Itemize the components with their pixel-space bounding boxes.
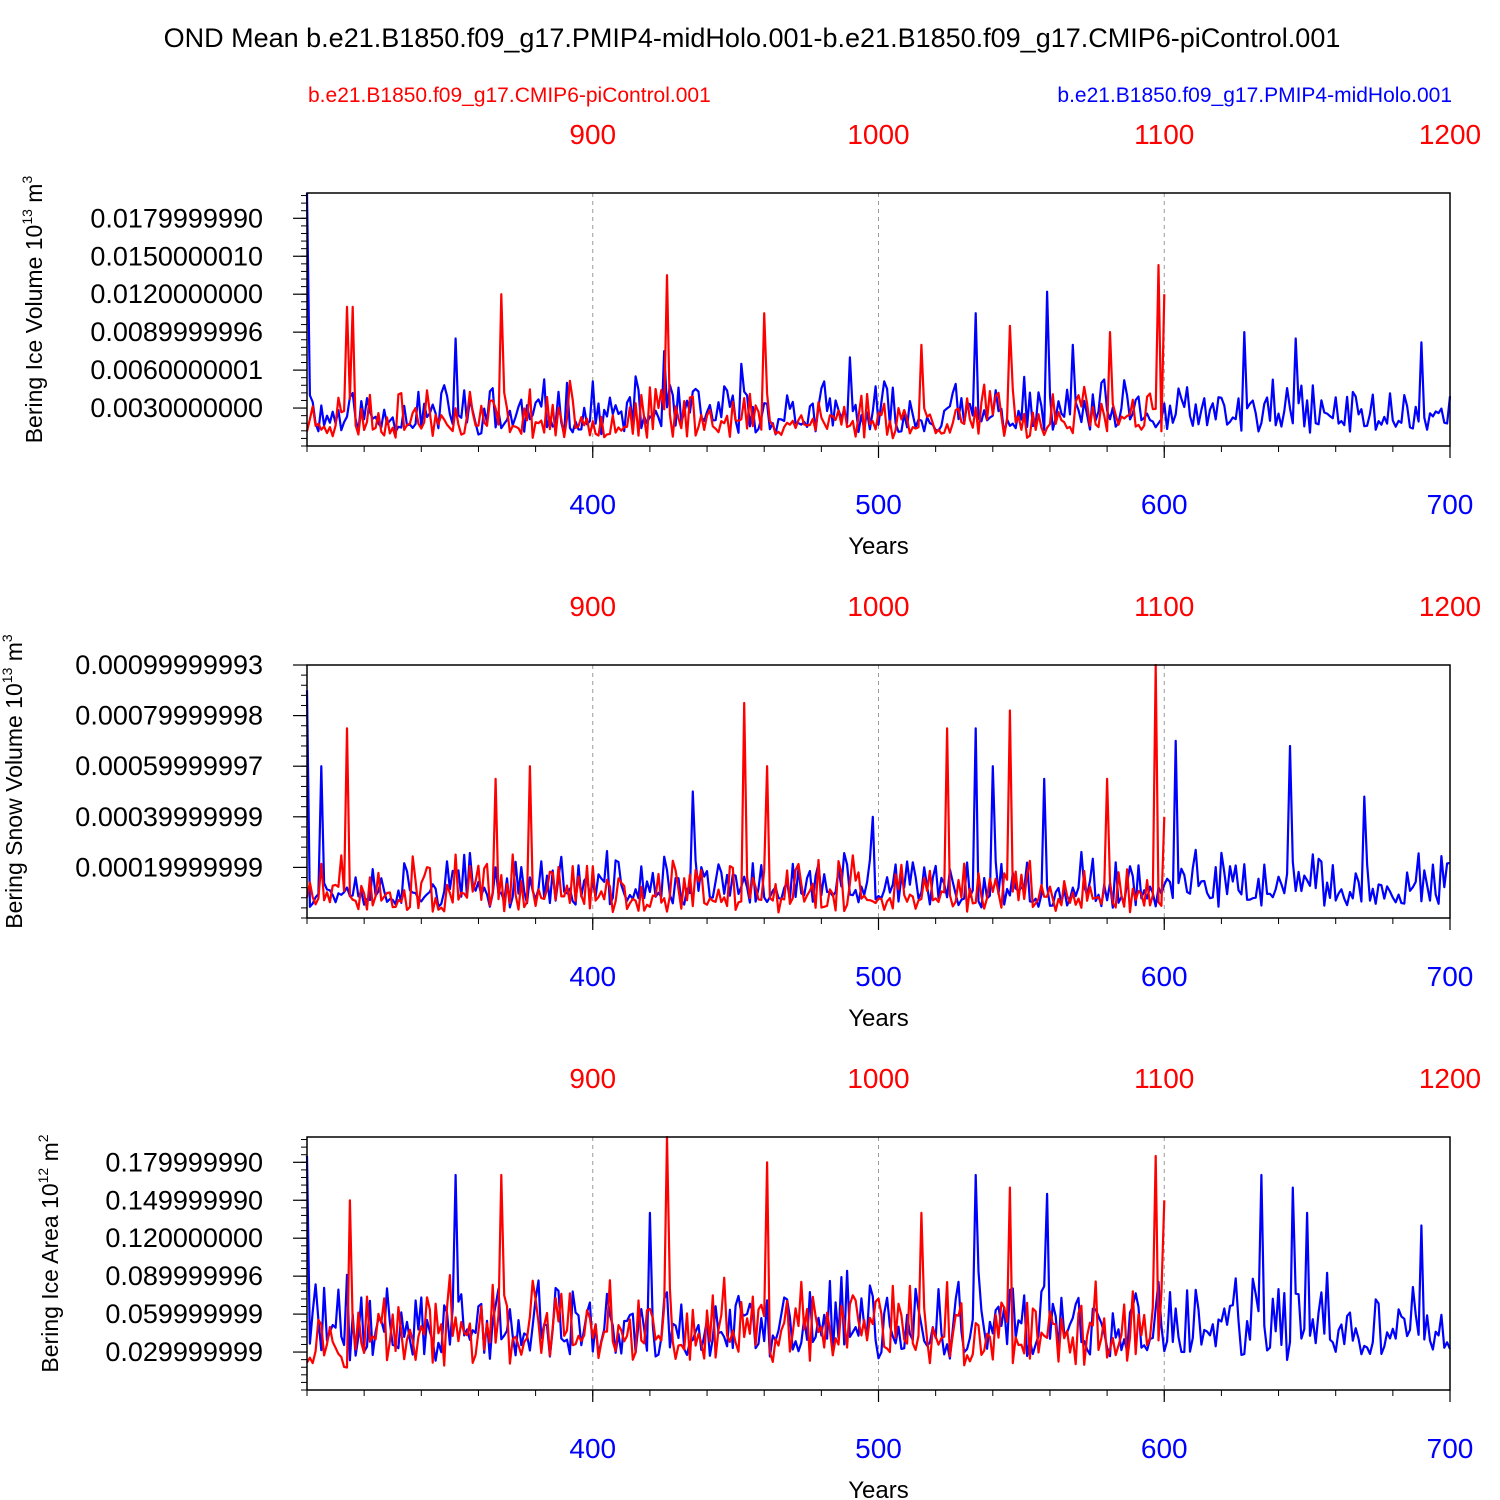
x-tick-label-top: 900 <box>569 1063 616 1094</box>
legend-control-label: b.e21.B1850.f09_g17.CMIP6-piControl.001 <box>308 84 711 107</box>
panel-3: 0.029999999 0.059999999 0.089999996 0.12000… <box>35 1063 1481 1500</box>
series-line-control <box>306 1135 1166 1369</box>
x-tick-label-bottom: 700 <box>1427 961 1474 992</box>
series-line-control <box>305 264 1166 440</box>
x-tick-label-top: 1100 <box>1134 119 1194 150</box>
x-tick-label-top: 900 <box>569 119 616 150</box>
y-tick-label: 0.00099999993 <box>75 650 263 680</box>
y-tick-label: 0.179999990 <box>105 1147 263 1177</box>
x-tick-label-bottom: 500 <box>855 489 902 520</box>
x-tick-label-bottom: 400 <box>569 489 616 520</box>
x-tick-label-bottom: 700 <box>1427 1433 1474 1464</box>
y-tick-label: 0.0060000001 <box>90 355 263 385</box>
y-axis-title: Bering Ice Area 1012 m2 <box>35 1134 63 1372</box>
y-tick-label: 0.0179999990 <box>90 203 263 233</box>
x-tick-label-top: 1100 <box>1134 1063 1194 1094</box>
y-tick-label: 0.00059999997 <box>75 751 263 781</box>
y-axis-title: Bering Snow Volume 1013 m3 <box>0 634 27 929</box>
series-line-control <box>305 663 1166 914</box>
x-tick-label-bottom: 400 <box>569 961 616 992</box>
y-tick-label: 0.0150000010 <box>90 241 263 271</box>
y-tick-label: 0.00019999999 <box>75 852 263 882</box>
panel-2: 0.00019999999 0.00039999999 0.00059999997 0… <box>0 591 1481 1032</box>
x-tick-label-top: 1000 <box>847 591 909 622</box>
x-tick-label-top: 1200 <box>1419 1063 1481 1094</box>
y-tick-label: 0.089999996 <box>105 1261 263 1291</box>
plot-frame <box>306 192 1451 447</box>
x-tick-label-top: 1200 <box>1419 119 1481 150</box>
x-axis-title: Years <box>848 533 909 560</box>
x-tick-label-top: 1200 <box>1419 591 1481 622</box>
y-tick-label: 0.149999990 <box>105 1185 263 1215</box>
x-tick-label-bottom: 600 <box>1141 489 1188 520</box>
x-tick-label-top: 1000 <box>847 119 909 150</box>
x-tick-label-top: 1100 <box>1134 591 1194 622</box>
panels: 0.0030000000 0.0060000001 0.0089999996 0.01… <box>0 119 1481 1500</box>
x-tick-label-bottom: 600 <box>1141 1433 1188 1464</box>
y-tick-label: 0.029999999 <box>105 1337 263 1367</box>
x-tick-label-bottom: 500 <box>855 1433 902 1464</box>
y-tick-label: 0.00039999999 <box>75 802 263 832</box>
x-tick-label-top: 900 <box>569 591 616 622</box>
y-tick-label: 0.0089999996 <box>90 317 263 347</box>
x-axis-title: Years <box>848 1005 909 1032</box>
legend-midholo-label: b.e21.B1850.f09_g17.PMIP4-midHolo.001 <box>1057 84 1452 107</box>
chart-title: OND Mean b.e21.B1850.f09_g17.PMIP4-midHo… <box>164 23 1341 53</box>
x-tick-label-bottom: 600 <box>1141 961 1188 992</box>
y-tick-label: 0.00079999998 <box>75 701 263 731</box>
y-tick-label: 0.0120000000 <box>90 279 263 309</box>
y-axis-title: Bering Ice Volume 1013 m3 <box>19 176 47 444</box>
panel-1: 0.0030000000 0.0060000001 0.0089999996 0.01… <box>19 119 1481 560</box>
x-axis-title: Years <box>848 1477 909 1500</box>
x-tick-label-top: 1000 <box>847 1063 909 1094</box>
y-tick-label: 0.0030000000 <box>90 393 263 423</box>
x-tick-label-bottom: 700 <box>1427 489 1474 520</box>
y-tick-label: 0.059999999 <box>105 1299 263 1329</box>
y-tick-label: 0.120000000 <box>105 1223 263 1253</box>
x-tick-label-bottom: 500 <box>855 961 902 992</box>
x-tick-label-bottom: 400 <box>569 1433 616 1464</box>
series-line-midholo <box>305 1155 1452 1362</box>
